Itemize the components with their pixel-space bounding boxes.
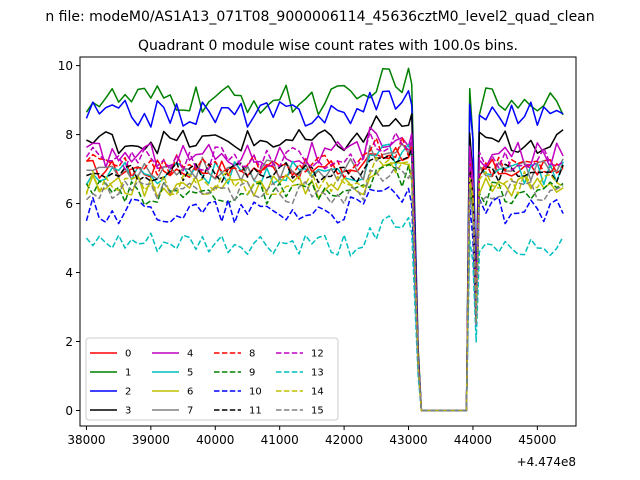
y-tick-label: 2 — [65, 335, 73, 349]
legend-label-4: 4 — [187, 349, 193, 360]
y-tick-label: 10 — [58, 59, 73, 73]
plot-area — [85, 67, 564, 412]
axes: 38000 39000 40000 41000 42000 43000 44000 45000… — [58, 56, 577, 447]
legend-label-14: 14 — [311, 387, 324, 398]
series-line-13 — [85, 215, 564, 412]
x-tick-label: 43000 — [389, 433, 427, 447]
x-tick-label: 41000 — [261, 433, 299, 447]
series-line-3 — [86, 113, 564, 412]
legend-label-9: 9 — [249, 368, 255, 379]
legend-label-10: 10 — [249, 387, 262, 398]
series-line-2 — [85, 90, 564, 412]
legend-label-3: 3 — [125, 406, 131, 417]
legend-label-11: 11 — [249, 406, 262, 417]
figure-suptitle: n file: modeM0/AS1A13_071T08_9000006114_… — [45, 9, 594, 25]
x-tick-label: 45000 — [518, 433, 556, 447]
y-tick-label: 0 — [65, 404, 73, 418]
x-tick-label: 39000 — [132, 433, 170, 447]
legend-label-7: 7 — [187, 406, 193, 417]
legend-label-12: 12 — [311, 349, 324, 360]
x-tick-label: 42000 — [325, 433, 363, 447]
chart-title: Quadrant 0 module wise count rates with … — [138, 38, 518, 54]
x-offset-label: +4.474e8 — [517, 455, 576, 469]
axes-frame — [79, 56, 577, 427]
x-tick-label: 40000 — [196, 433, 234, 447]
legend-label-15: 15 — [311, 406, 324, 417]
y-tick-label: 6 — [65, 197, 73, 211]
legend-box — [85, 337, 339, 421]
legend-label-2: 2 — [125, 387, 131, 398]
x-tick-label: 38000 — [67, 433, 105, 447]
legend-label-5: 5 — [187, 368, 193, 379]
x-tick-label: 44000 — [454, 433, 492, 447]
legend-label-6: 6 — [187, 387, 193, 398]
series-line-12 — [85, 131, 564, 412]
y-tick-label: 4 — [65, 266, 73, 280]
legend-label-1: 1 — [125, 368, 131, 379]
legend-label-0: 0 — [125, 349, 131, 360]
legend-label-8: 8 — [249, 349, 255, 360]
legend-label-13: 13 — [311, 368, 324, 379]
series-line-14 — [85, 156, 564, 412]
series-line-15 — [85, 165, 564, 412]
y-tick-label: 8 — [65, 128, 73, 142]
